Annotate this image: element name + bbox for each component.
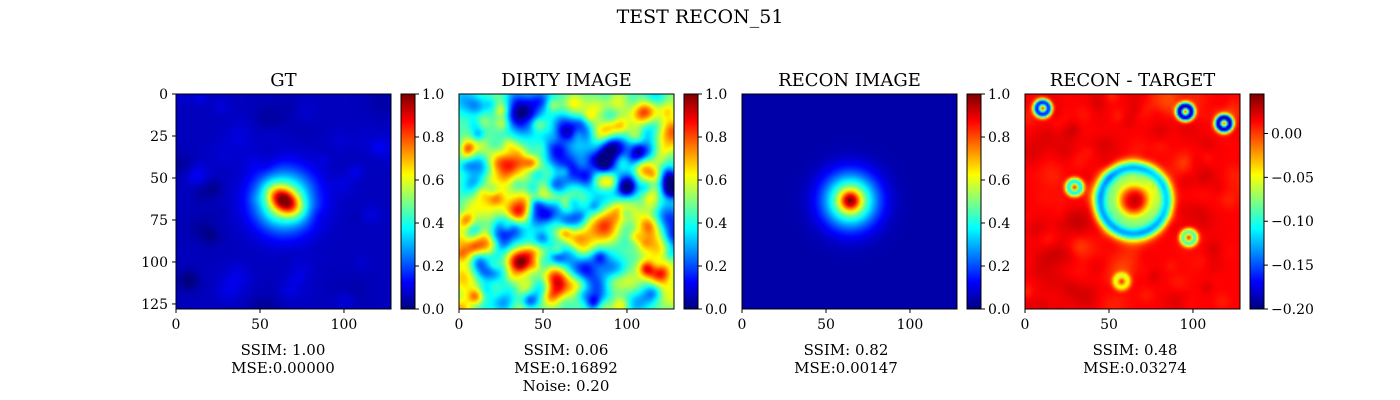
metric-caption: MSE:0.00147 — [794, 359, 898, 377]
x-tick-label: 0 — [172, 317, 181, 333]
heatmap-image — [1025, 94, 1240, 309]
x-tick-label: 50 — [534, 317, 552, 333]
x-tick-label: 50 — [1100, 317, 1118, 333]
colorbar-tick-label: 0.0 — [705, 302, 727, 318]
x-tick-label: 50 — [817, 317, 835, 333]
panel-diff: RECON - TARGET 0 50 100 0.00 −0.05 −0.10 −0.15 −… — [1021, 70, 1314, 377]
colorbar-tick-label: 0.4 — [422, 216, 444, 232]
axes-frame — [458, 93, 675, 310]
y-tick-label: 50 — [150, 171, 168, 187]
y-tick-label: 100 — [141, 255, 168, 271]
metric-caption: SSIM: 0.82 — [804, 341, 889, 359]
x-tick-label: 100 — [897, 317, 924, 333]
colorbar-tick-label: 0.8 — [988, 130, 1010, 146]
colorbar-tick-label: 0.2 — [988, 259, 1010, 275]
axes-frame — [741, 93, 958, 310]
colorbar-tick-label: 0.00 — [1271, 126, 1302, 142]
heatmap-image — [742, 94, 957, 309]
colorbar — [684, 94, 698, 309]
panel-gt: GT 0 50 100 0 25 50 75 100 125 0.0 0.2 0.4 0.6 0.8 1.0 S… — [141, 70, 444, 377]
panel-title: RECON IMAGE — [778, 70, 921, 91]
colorbar-frame — [683, 93, 699, 310]
panel-recon: RECON IMAGE 0 50 100 0.0 0.2 0.4 0.6 0.8 1.0 SSIM:… — [738, 70, 1011, 377]
metric-caption: SSIM: 0.06 — [524, 341, 609, 359]
heatmap-image — [459, 94, 674, 309]
colorbar-frame — [966, 93, 982, 310]
x-tick-label: 0 — [455, 317, 464, 333]
colorbar-tick-label: 1.0 — [705, 87, 727, 103]
colorbar-tick-label: 0.6 — [705, 173, 727, 189]
colorbar — [401, 94, 415, 309]
colorbar-tick-label: 0.8 — [705, 130, 727, 146]
colorbar-tick-label: 0.4 — [988, 216, 1010, 232]
x-tick-label: 0 — [738, 317, 747, 333]
x-tick-label: 100 — [1180, 317, 1207, 333]
colorbar-tick-label: 0.0 — [988, 302, 1010, 318]
colorbar — [967, 94, 981, 309]
axes-frame — [175, 93, 392, 310]
colorbar-tick-label: 0.2 — [422, 259, 444, 275]
colorbar-tick-label: 0.2 — [705, 259, 727, 275]
panel-title: GT — [270, 70, 296, 91]
x-tick-label: 0 — [1021, 317, 1030, 333]
panel-title: DIRTY IMAGE — [501, 70, 631, 91]
metric-caption: MSE:0.03274 — [1083, 359, 1187, 377]
figure-title: TEST RECON_51 — [617, 6, 784, 28]
metric-caption: MSE:0.00000 — [231, 359, 335, 377]
colorbar-tick-label: 1.0 — [988, 87, 1010, 103]
colorbar-frame — [1249, 93, 1265, 310]
axes-frame — [1024, 93, 1241, 310]
colorbar — [1250, 94, 1264, 309]
metric-caption: SSIM: 0.48 — [1093, 341, 1178, 359]
colorbar-tick-label: 0.6 — [422, 173, 444, 189]
heatmap-image — [176, 94, 391, 309]
colorbar-tick-label: −0.05 — [1271, 170, 1314, 186]
y-tick-label: 75 — [150, 213, 168, 229]
metric-caption: Noise: 0.20 — [523, 377, 610, 395]
colorbar-tick-label: 1.0 — [422, 87, 444, 103]
x-tick-label: 50 — [251, 317, 269, 333]
colorbar-tick-label: 0.6 — [988, 173, 1010, 189]
y-tick-label: 0 — [159, 87, 168, 103]
x-tick-label: 100 — [331, 317, 358, 333]
colorbar-frame — [400, 93, 416, 310]
panel-title: RECON - TARGET — [1050, 70, 1216, 91]
colorbar-tick-label: 0.0 — [422, 302, 444, 318]
panel-dirty: DIRTY IMAGE 0 50 100 0.0 0.2 0.4 0.6 0.8 1.0 SSIM:… — [455, 70, 728, 395]
panels: GT 0 50 100 0 25 50 75 100 125 0.0 0.2 0.4 0.6 0.8 1.0 S… — [141, 70, 1314, 395]
metric-caption: SSIM: 1.00 — [241, 341, 326, 359]
colorbar-tick-label: −0.15 — [1271, 258, 1314, 274]
colorbar-tick-label: −0.20 — [1271, 302, 1314, 318]
y-tick-label: 125 — [141, 297, 168, 313]
metric-caption: MSE:0.16892 — [514, 359, 618, 377]
x-tick-label: 100 — [614, 317, 641, 333]
y-tick-label: 25 — [150, 129, 168, 145]
colorbar-tick-label: 0.8 — [422, 130, 444, 146]
colorbar-tick-label: −0.10 — [1271, 214, 1314, 230]
colorbar-tick-label: 0.4 — [705, 216, 727, 232]
